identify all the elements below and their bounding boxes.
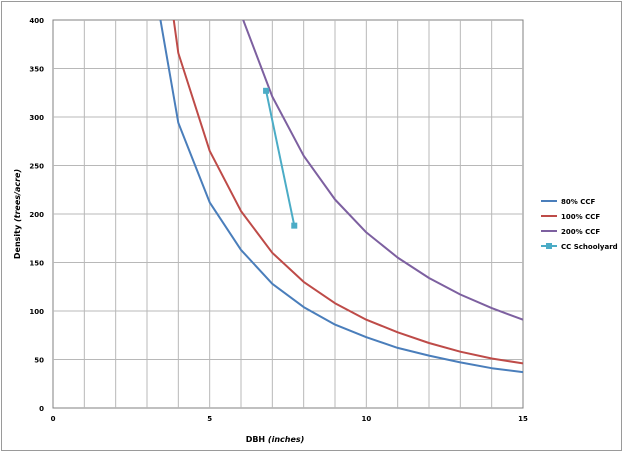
legend-label: 100% CCF <box>561 213 600 221</box>
x-tick-label: 5 <box>207 415 212 423</box>
y-tick-label: 250 <box>29 163 44 171</box>
series-line <box>242 20 523 321</box>
y-tick-label: 300 <box>29 114 44 122</box>
y-tick-label: 400 <box>29 17 44 25</box>
y-tick-label: 200 <box>29 211 44 219</box>
y-tick-label: 150 <box>29 260 44 268</box>
legend: 80% CCF 100% CCF 200% CCF CC Schoolyard <box>541 198 618 251</box>
data-point <box>263 87 270 94</box>
markers-group <box>263 87 298 229</box>
series-line <box>172 20 523 365</box>
y-axis-title-unit: (trees/acre) <box>13 169 22 222</box>
x-axis-title-main: DBH <box>246 435 265 444</box>
data-point <box>291 222 298 229</box>
series-line <box>265 90 296 226</box>
x-axis-title-unit: (inches) <box>268 435 304 444</box>
x-tick-label: 0 <box>51 415 56 423</box>
y-tick-label: 350 <box>29 66 44 74</box>
y-tick-label: 0 <box>39 405 44 413</box>
y-tick-label: 100 <box>29 308 44 316</box>
y-axis-title-main: Density <box>13 224 22 259</box>
series-line <box>159 20 523 374</box>
series-group <box>159 20 523 374</box>
y-axis-title: Density (trees/acre) <box>13 169 22 259</box>
x-axis-title: DBH (inches) <box>246 435 305 444</box>
grid-lines <box>53 20 523 408</box>
y-tick-label: 50 <box>34 357 44 365</box>
legend-marker <box>546 243 552 249</box>
x-tick-label: 10 <box>361 415 371 423</box>
x-tick-label: 15 <box>518 415 528 423</box>
legend-label: CC Schoolyard <box>561 243 618 251</box>
legend-label: 80% CCF <box>561 198 595 206</box>
legend-label: 200% CCF <box>561 228 600 236</box>
